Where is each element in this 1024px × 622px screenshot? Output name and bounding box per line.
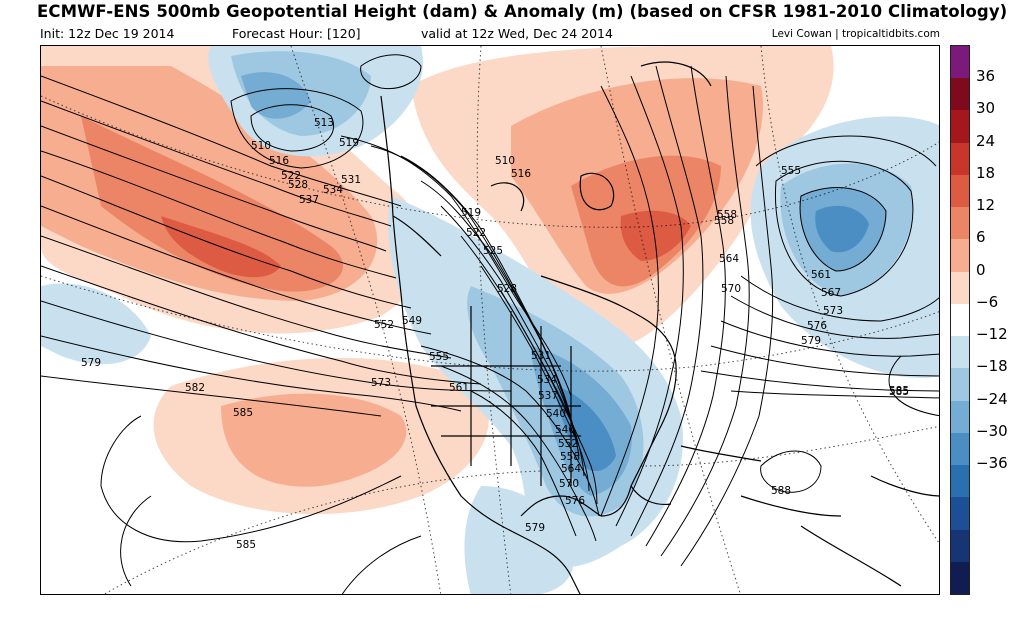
colorbar-label: −18 — [976, 357, 1008, 376]
contour-label: 576 — [565, 495, 585, 507]
credit-text: Levi Cowan | tropicaltidbits.com — [771, 28, 940, 40]
colorbar-label: 6 — [976, 228, 986, 247]
contour-label: 585 — [889, 385, 909, 397]
colorbar-swatch — [951, 368, 969, 402]
contour-label: 534 — [537, 374, 557, 386]
contour-label: 573 — [371, 377, 391, 389]
contour-label: 546 — [555, 424, 575, 436]
contour-label: 561 — [449, 382, 469, 394]
forecast-hour: Forecast Hour: [120] — [232, 26, 361, 41]
colorbar-label: 36 — [976, 67, 996, 86]
contour-label: 516 — [269, 155, 289, 167]
colorbar-swatch — [951, 529, 969, 563]
height-contours — [41, 54, 939, 594]
colorbar-swatch — [951, 271, 969, 305]
lat-lon-grid — [41, 46, 939, 594]
colorbar-label: 24 — [976, 131, 996, 150]
contour-label: 519 — [461, 207, 481, 219]
contour-label: 540 — [546, 408, 566, 420]
colorbar-label: 30 — [976, 99, 996, 118]
contour-label: 531 — [531, 350, 551, 362]
contour-label: 576 — [807, 320, 827, 332]
colorbar-swatch — [951, 465, 969, 498]
contour-label: 570 — [721, 283, 741, 295]
contour-label: 513 — [314, 117, 334, 129]
colorbar-swatch — [951, 174, 969, 208]
contour-label: 558 — [714, 215, 734, 227]
contour-label: 528 — [288, 179, 308, 191]
colorbar-swatch — [951, 78, 969, 111]
colorbar — [950, 45, 970, 595]
contour-label: 558 — [717, 209, 737, 221]
contour-label: 534 — [323, 184, 343, 196]
contour-label: 555 — [781, 165, 801, 177]
weather-map: 510 513 519 510 516 516 522 528 531 534 537 519 522 5… — [40, 45, 940, 595]
init-time: Init: 12z Dec 19 2014 — [40, 26, 175, 41]
contour-label: 519 — [339, 137, 359, 149]
contour-label: 564 — [561, 463, 581, 475]
contour-label: 558 — [560, 451, 580, 463]
contour-label: 522 — [281, 170, 301, 182]
contour-label: 567 — [821, 287, 841, 299]
colorbar-swatch — [951, 561, 969, 595]
contour-label: 552 — [558, 438, 578, 450]
contour-label: 588 — [771, 485, 791, 497]
colorbar-label: −24 — [976, 389, 1008, 408]
valid-time: valid at 12z Wed, Dec 24 2014 — [421, 26, 613, 41]
contour-label: 585 — [889, 386, 909, 398]
contour-label: 525 — [483, 245, 503, 257]
contour-label: 579 — [525, 522, 545, 534]
contour-label: 579 — [801, 335, 821, 347]
contour-label: 564 — [719, 253, 739, 265]
contour-label: 585 — [236, 539, 256, 551]
contour-label: 573 — [823, 305, 843, 317]
colorbar-swatch — [951, 497, 969, 531]
coastlines — [380, 61, 939, 594]
colorbar-swatch — [951, 336, 969, 369]
colorbar-swatch — [951, 207, 969, 240]
contour-label: 522 — [466, 227, 486, 239]
contour-label: 510 — [251, 140, 271, 152]
colorbar-label: 18 — [976, 163, 996, 182]
colorbar-swatch — [951, 110, 969, 144]
contour-label: 537 — [299, 194, 319, 206]
colorbar-swatch — [951, 46, 969, 79]
contour-label: 582 — [185, 382, 205, 394]
contour-label: 561 — [811, 269, 831, 281]
colorbar-swatch — [951, 142, 969, 176]
colorbar-swatch — [951, 400, 969, 434]
contour-label: 537 — [538, 390, 558, 402]
map-title: ECMWF-ENS 500mb Geopotential Height (dam… — [37, 2, 1008, 21]
contour-label: 555 — [429, 351, 449, 363]
contour-label: 528 — [497, 283, 517, 295]
contour-label: 570 — [559, 478, 579, 490]
contour-label: 585 — [233, 407, 253, 419]
colorbar-swatch — [951, 432, 969, 466]
anomaly-shading — [41, 46, 939, 594]
colorbar-label: −12 — [976, 325, 1008, 344]
contour-label: 516 — [511, 168, 531, 180]
contour-label: 579 — [81, 357, 101, 369]
contour-label: 549 — [402, 315, 422, 327]
colorbar-label: 0 — [976, 260, 986, 279]
colorbar-label: −6 — [976, 292, 999, 311]
colorbar-swatch — [951, 303, 969, 337]
contour-label: 531 — [341, 174, 361, 186]
contour-label: 510 — [495, 155, 515, 167]
colorbar-label: 12 — [976, 196, 996, 215]
colorbar-swatch — [951, 239, 969, 273]
colorbar-label: −36 — [976, 454, 1008, 473]
contour-label: 552 — [374, 319, 394, 331]
colorbar-label: −30 — [976, 421, 1008, 440]
